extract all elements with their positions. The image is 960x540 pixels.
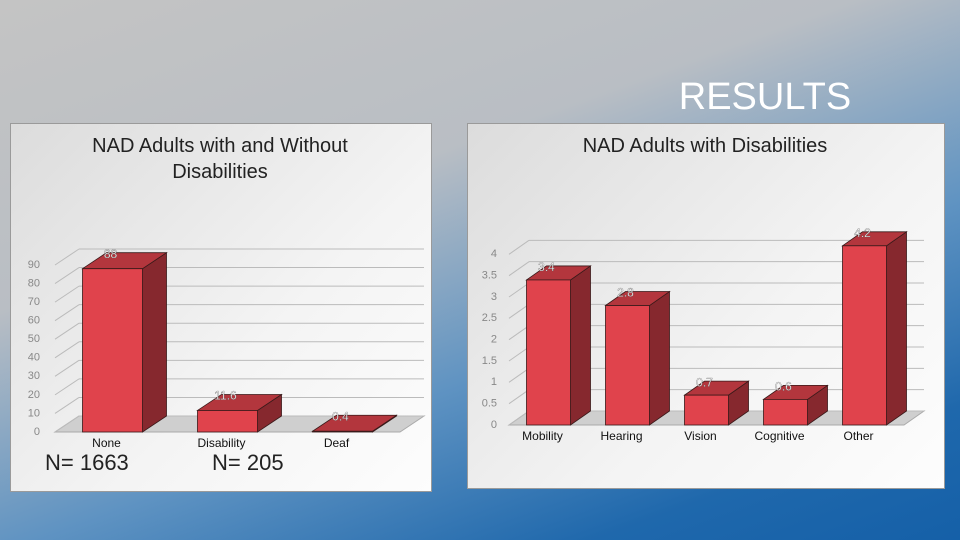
y-tick-label: 0 [34,426,40,438]
bar-side [142,251,167,433]
grid-line-side [508,303,530,319]
value-label: 88 [104,247,118,261]
bar [763,398,808,426]
grid-line-side [54,248,80,266]
grid-line-side [508,410,530,426]
chart-title: NAD Adults with Disabilities [582,135,828,157]
y-tick-label: 1.5 [482,355,497,367]
value-label: 0.7 [696,375,713,389]
bar [197,410,258,433]
grid-line-side [508,389,530,405]
y-tick-label: 20 [28,389,40,401]
bar-side [649,290,670,426]
value-label: 0.4 [332,409,349,423]
bar [82,268,143,433]
bar-side [886,231,907,426]
y-tick-label: 60 [28,315,40,327]
grid-line-side [508,282,530,298]
slide-title: RESULTS [678,76,852,118]
y-tick-label: 10 [28,407,40,419]
y-tick-label: 3.5 [482,270,497,282]
bar [526,279,571,426]
grid-line-side [54,378,80,396]
x-tick-label: Hearing [600,429,642,443]
y-tick-label: 4 [491,248,497,260]
y-tick-label: 80 [28,277,40,289]
y-tick-label: 70 [28,296,40,308]
grid-line-side [508,261,530,277]
grid-line-side [54,415,80,433]
grid-line-side [54,267,80,284]
grid-line-side [508,346,530,362]
grid-line-side [54,304,80,322]
x-tick-label: Deaf [324,436,350,450]
y-tick-label: 2 [491,334,497,346]
y-tick-label: 0 [491,419,497,431]
grid-line-side [54,359,80,377]
value-label: 3.4 [538,260,555,274]
y-tick-label: 90 [28,259,40,271]
sample-size: N= 205 [212,450,284,475]
x-tick-label: Vision [684,429,716,443]
y-tick-label: 3 [491,291,497,303]
y-tick-label: 50 [28,333,40,345]
x-tick-label: Other [843,429,873,443]
x-tick-label: Mobility [522,429,563,443]
grid-line-side [508,367,530,383]
y-tick-label: 0.5 [482,398,497,410]
y-tick-label: 1 [491,376,497,388]
value-label: 4.2 [854,226,871,240]
bar-side [570,265,591,426]
y-tick-label: 40 [28,352,40,364]
x-tick-label: Cognitive [754,429,804,443]
grid-line-side [508,239,530,255]
grid-line-side [54,285,80,303]
y-tick-label: 30 [28,370,40,382]
x-tick-label: Disability [197,436,245,450]
bar [684,394,729,426]
bar [842,245,887,426]
value-label: 2.8 [617,286,634,300]
chart-title: NAD Adults with and Without Disabilities [92,135,348,183]
y-tick-label: 2.5 [482,312,497,324]
x-tick-label: None [92,436,121,450]
grid-line-side [54,397,80,414]
sample-size: N= 1663 [45,450,129,475]
bar [605,305,650,426]
value-label: 11.6 [214,389,237,403]
grid-line-side [54,322,80,340]
bar [312,430,373,433]
value-label: 0.6 [775,380,792,394]
grid-line-side [54,341,80,359]
grid-line-side [508,325,530,341]
